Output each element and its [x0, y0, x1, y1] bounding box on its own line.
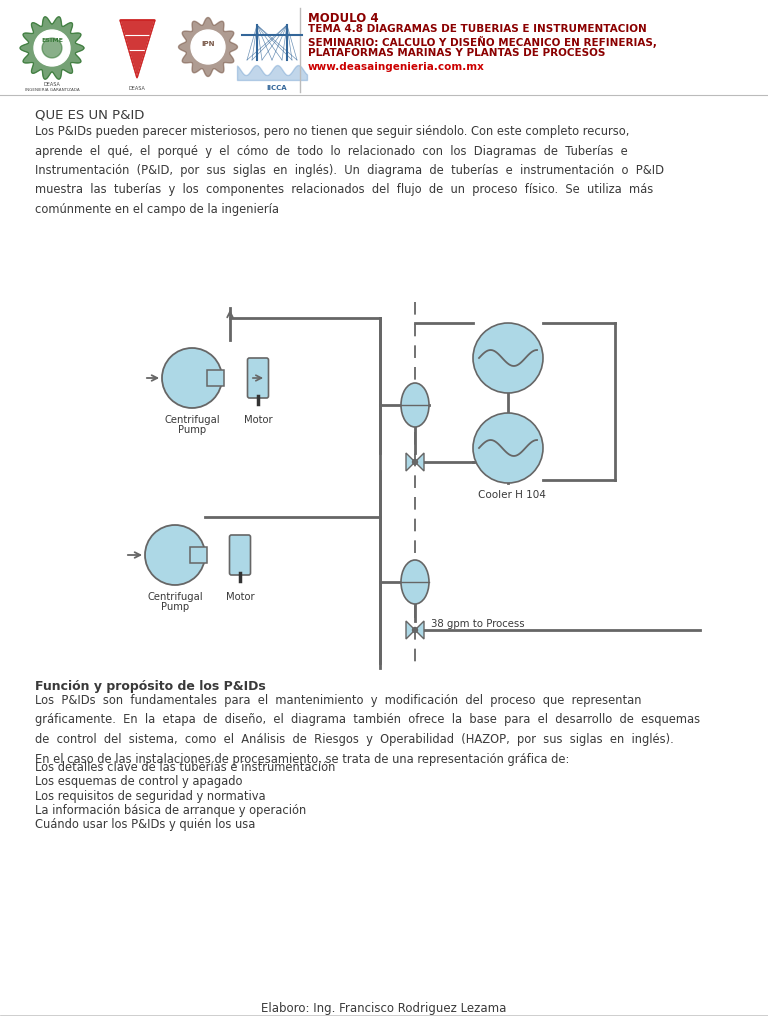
Circle shape: [191, 30, 225, 63]
Text: Centrifugal: Centrifugal: [147, 592, 203, 602]
Polygon shape: [20, 16, 84, 79]
Polygon shape: [415, 621, 424, 639]
Text: Cooler H 104: Cooler H 104: [478, 490, 546, 500]
Circle shape: [412, 628, 418, 633]
Text: Los P&IDs pueden parecer misteriosos, pero no tienen que seguir siéndolo. Con es: Los P&IDs pueden parecer misteriosos, pe…: [35, 125, 664, 216]
Circle shape: [42, 38, 62, 58]
Circle shape: [145, 525, 205, 585]
Text: MODULO 4: MODULO 4: [308, 12, 379, 25]
Text: Pump: Pump: [161, 602, 189, 612]
Text: La información básica de arranque y operación: La información básica de arranque y oper…: [35, 804, 306, 817]
Ellipse shape: [401, 560, 429, 604]
Text: SEMINARIO: CALCULO Y DISEÑO MECANICO EN REFINERIAS,: SEMINARIO: CALCULO Y DISEÑO MECANICO EN …: [308, 36, 657, 48]
Ellipse shape: [401, 383, 429, 427]
Text: PLATAFORMAS MARINAS Y PLANTAS DE PROCESOS: PLATAFORMAS MARINAS Y PLANTAS DE PROCESO…: [308, 48, 605, 58]
Text: Función y propósito de los P&IDs: Función y propósito de los P&IDs: [35, 680, 266, 693]
Polygon shape: [178, 17, 237, 77]
Circle shape: [473, 323, 543, 393]
Circle shape: [412, 460, 418, 465]
Text: Motor: Motor: [243, 415, 273, 425]
Text: Los  P&IDs  son  fundamentales  para  el  mantenimiento  y  modificación  del  p: Los P&IDs son fundamentales para el mant…: [35, 694, 700, 766]
Text: IPN: IPN: [201, 41, 215, 47]
Text: ESIME: ESIME: [41, 39, 63, 43]
Bar: [190, 547, 207, 563]
Text: Elaboro: Ing. Francisco Rodriguez Lezama: Elaboro: Ing. Francisco Rodriguez Lezama: [261, 1002, 507, 1015]
Bar: [207, 370, 223, 386]
Text: Los esquemas de control y apagado: Los esquemas de control y apagado: [35, 775, 243, 788]
Text: DEASA: DEASA: [128, 86, 145, 91]
Text: TEMA 4.8 DIAGRAMAS DE TUBERIAS E INSTRUMENTACION: TEMA 4.8 DIAGRAMAS DE TUBERIAS E INSTRUM…: [308, 24, 647, 34]
FancyBboxPatch shape: [230, 535, 250, 575]
Text: 38 gpm to Process: 38 gpm to Process: [431, 618, 525, 629]
Text: QUE ES UN P&ID: QUE ES UN P&ID: [35, 108, 144, 121]
Text: Los detalles clave de las tuberías e instrumentación: Los detalles clave de las tuberías e ins…: [35, 761, 336, 774]
Text: DEASA: DEASA: [44, 82, 61, 87]
Text: Pump: Pump: [178, 425, 206, 435]
FancyBboxPatch shape: [247, 358, 269, 398]
Polygon shape: [415, 453, 424, 471]
Text: Motor: Motor: [226, 592, 254, 602]
Text: Cuándo usar los P&IDs y quién los usa: Cuándo usar los P&IDs y quién los usa: [35, 818, 256, 831]
Polygon shape: [406, 453, 415, 471]
Text: Los requisitos de seguridad y normativa: Los requisitos de seguridad y normativa: [35, 790, 266, 803]
Polygon shape: [406, 621, 415, 639]
Text: Centrifugal: Centrifugal: [164, 415, 220, 425]
Circle shape: [162, 348, 222, 408]
Text: www.deasaingenieria.com.mx: www.deasaingenieria.com.mx: [308, 62, 485, 72]
Text: IICCA: IICCA: [266, 85, 287, 91]
Circle shape: [473, 413, 543, 483]
Text: INGENIERIA GARANTIZADA: INGENIERIA GARANTIZADA: [25, 88, 79, 92]
Circle shape: [34, 30, 70, 66]
Polygon shape: [120, 20, 155, 78]
